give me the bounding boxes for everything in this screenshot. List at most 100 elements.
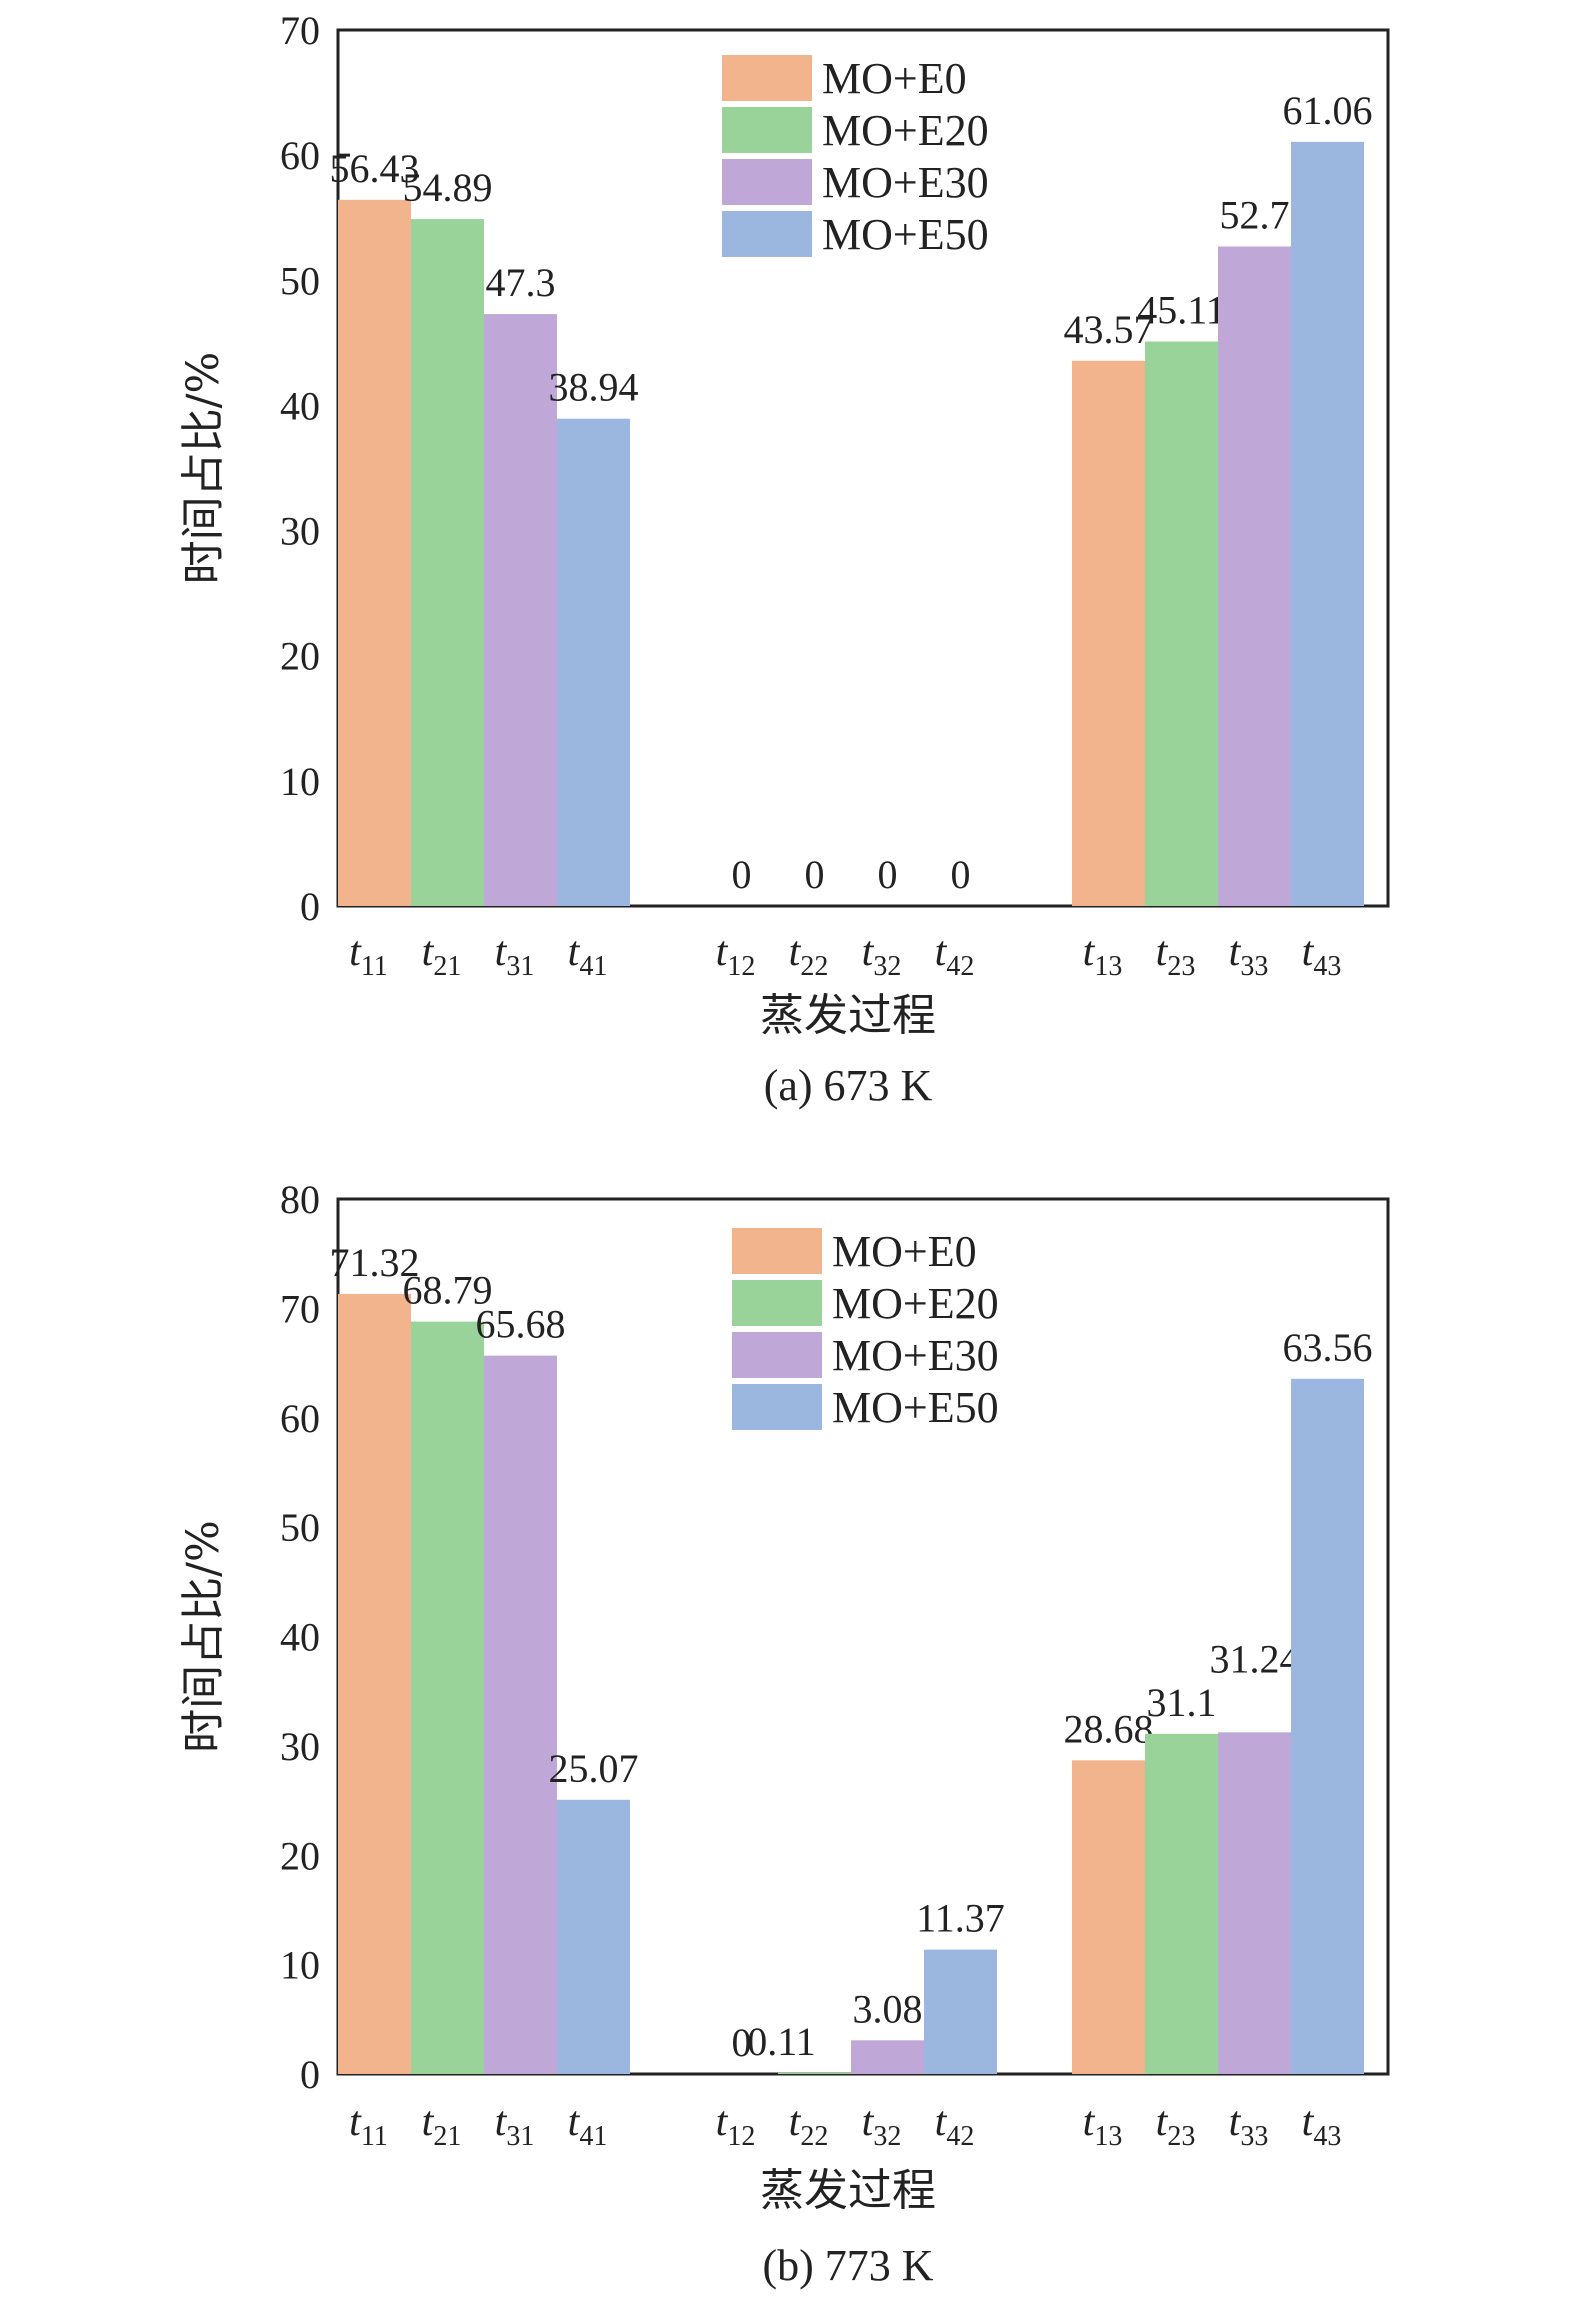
x-tick-sub-a-21: 21 xyxy=(433,951,461,982)
x-tick-sub-a-31: 31 xyxy=(506,951,534,982)
bar-b-MO+E0-1 xyxy=(338,1293,411,2074)
y-tick-label-b-0: 0 xyxy=(300,2052,320,2097)
x-tick-label-a-t31: t31 xyxy=(495,929,535,982)
x-tick-sub-b-31: 31 xyxy=(506,2121,534,2152)
x-tick-label-a-t21: t21 xyxy=(422,929,462,982)
bar-b-MO+E30-3 xyxy=(1218,1732,1291,2074)
legend-swatch-b-MO+E50 xyxy=(732,1384,822,1430)
bar-label-a-MO+E30-3: 52.7 xyxy=(1220,192,1290,237)
x-tick-label-b-t11: t11 xyxy=(349,2099,388,2152)
bar-b-MO+E50-2 xyxy=(924,1949,997,2074)
bar-a-MO+E20-3 xyxy=(1145,341,1218,906)
bar-a-MO+E20-1 xyxy=(411,219,484,907)
x-tick-main-a-33: t xyxy=(1229,929,1242,975)
x-tick-label-b-t21: t21 xyxy=(422,2099,462,2152)
bar-b-MO+E0-3 xyxy=(1072,1760,1145,2074)
x-tick-label-b-t43: t43 xyxy=(1302,2099,1342,2152)
bar-b-MO+E20-1 xyxy=(411,1321,484,2074)
bar-a-MO+E50-1 xyxy=(557,418,630,906)
bar-label-b-MO+E30-3: 31.24 xyxy=(1210,1636,1300,1681)
x-tick-sub-a-43: 43 xyxy=(1313,951,1341,982)
x-tick-label-a-t43: t43 xyxy=(1302,929,1342,982)
legend-label-b-MO+E50: MO+E50 xyxy=(832,1383,999,1432)
x-tick-label-b-t23: t23 xyxy=(1156,2099,1196,2152)
bar-label-b-MO+E0-3: 28.68 xyxy=(1064,1706,1154,1751)
y-tick-label-a-60: 60 xyxy=(280,133,320,178)
x-tick-main-a-12: t xyxy=(716,929,729,975)
bar-label-b-MO+E50-2: 11.37 xyxy=(916,1896,1005,1941)
x-tick-label-a-t42: t42 xyxy=(935,929,975,982)
bar-label-b-MO+E0-2: 0 xyxy=(732,2020,752,2065)
bar-label-a-MO+E50-1: 38.94 xyxy=(549,365,639,410)
x-tick-main-a-31: t xyxy=(495,929,508,975)
panel-caption-b: (b) 773 K xyxy=(762,2241,933,2290)
bar-label-b-MO+E50-3: 63.56 xyxy=(1283,1325,1373,1370)
legend-swatch-a-MO+E20 xyxy=(722,107,812,153)
legend-swatch-b-MO+E30 xyxy=(732,1332,822,1378)
x-tick-main-b-13: t xyxy=(1083,2099,1096,2145)
y-tick-label-b-60: 60 xyxy=(280,1396,320,1441)
y-tick-label-b-40: 40 xyxy=(280,1615,320,1660)
x-axis-title-b: 蒸发过程 xyxy=(760,2165,936,2216)
bar-a-MO+E0-3 xyxy=(1072,360,1145,906)
x-tick-main-a-42: t xyxy=(935,929,948,975)
x-tick-sub-a-12: 12 xyxy=(727,951,755,982)
x-tick-label-b-t33: t33 xyxy=(1229,2099,1269,2152)
x-tick-sub-b-41: 41 xyxy=(579,2121,607,2152)
x-tick-sub-b-13: 13 xyxy=(1094,2121,1122,2152)
x-tick-sub-b-22: 22 xyxy=(800,2121,828,2152)
chart-panel-b: 0102030405060708071.32t110t1228.68t1368.… xyxy=(178,1177,1390,2290)
legend-label-a-MO+E30: MO+E30 xyxy=(822,158,989,207)
x-tick-label-b-t32: t32 xyxy=(862,2099,902,2152)
x-tick-main-b-33: t xyxy=(1229,2099,1242,2145)
legend-label-b-MO+E20: MO+E20 xyxy=(832,1279,999,1328)
x-tick-sub-a-13: 13 xyxy=(1094,951,1122,982)
legend-swatch-a-MO+E50 xyxy=(722,211,812,257)
y-tick-label-a-70: 70 xyxy=(280,8,320,53)
x-tick-sub-b-32: 32 xyxy=(873,2121,901,2152)
x-tick-main-b-43: t xyxy=(1302,2099,1315,2145)
y-tick-label-b-80: 80 xyxy=(280,1177,320,1222)
x-tick-label-b-t42: t42 xyxy=(935,2099,975,2152)
bar-label-a-MO+E20-2: 0 xyxy=(805,852,825,897)
x-tick-main-b-42: t xyxy=(935,2099,948,2145)
x-tick-main-a-23: t xyxy=(1156,929,1169,975)
y-tick-label-a-10: 10 xyxy=(280,759,320,804)
bar-a-MO+E0-1 xyxy=(338,199,411,907)
x-tick-label-b-t12: t12 xyxy=(716,2099,756,2152)
x-tick-label-a-t13: t13 xyxy=(1083,929,1123,982)
bar-label-b-MO+E20-3: 31.1 xyxy=(1147,1680,1217,1725)
panel-caption-a: (a) 673 K xyxy=(764,1061,933,1110)
bar-label-a-MO+E50-3: 61.06 xyxy=(1283,88,1373,133)
bar-label-a-MO+E0-1: 56.43 xyxy=(330,146,420,191)
x-tick-label-a-t22: t22 xyxy=(789,929,829,982)
x-tick-sub-a-33: 33 xyxy=(1240,951,1268,982)
x-tick-main-b-21: t xyxy=(422,2099,435,2145)
y-tick-label-b-30: 30 xyxy=(280,1724,320,1769)
bar-label-b-MO+E50-1: 25.07 xyxy=(549,1746,639,1791)
x-tick-label-a-t12: t12 xyxy=(716,929,756,982)
bar-label-a-MO+E0-3: 43.57 xyxy=(1064,307,1154,352)
x-tick-main-a-22: t xyxy=(789,929,802,975)
x-tick-sub-b-23: 23 xyxy=(1167,2121,1195,2152)
x-tick-main-a-11: t xyxy=(349,929,362,975)
bar-b-MO+E20-3 xyxy=(1145,1733,1218,2074)
x-tick-main-a-13: t xyxy=(1083,929,1096,975)
x-tick-label-a-t32: t32 xyxy=(862,929,902,982)
x-tick-label-b-t41: t41 xyxy=(568,2099,608,2152)
legend-swatch-b-MO+E0 xyxy=(732,1228,822,1274)
x-tick-label-a-t33: t33 xyxy=(1229,929,1269,982)
bar-a-MO+E30-3 xyxy=(1218,246,1291,907)
bar-label-a-MO+E0-2: 0 xyxy=(732,852,752,897)
bar-label-b-MO+E0-1: 71.32 xyxy=(330,1240,420,1285)
y-tick-label-b-70: 70 xyxy=(280,1286,320,1331)
x-tick-main-b-23: t xyxy=(1156,2099,1169,2145)
bar-label-a-MO+E30-1: 47.3 xyxy=(486,260,556,305)
bar-b-MO+E30-1 xyxy=(484,1355,557,2074)
bar-label-a-MO+E20-1: 54.89 xyxy=(403,165,493,210)
x-tick-label-a-t41: t41 xyxy=(568,929,608,982)
y-axis-title-a: 时间占比/% xyxy=(178,352,229,585)
x-tick-main-b-41: t xyxy=(568,2099,581,2145)
legend-swatch-a-MO+E0 xyxy=(722,55,812,101)
legend-swatch-b-MO+E20 xyxy=(732,1280,822,1326)
